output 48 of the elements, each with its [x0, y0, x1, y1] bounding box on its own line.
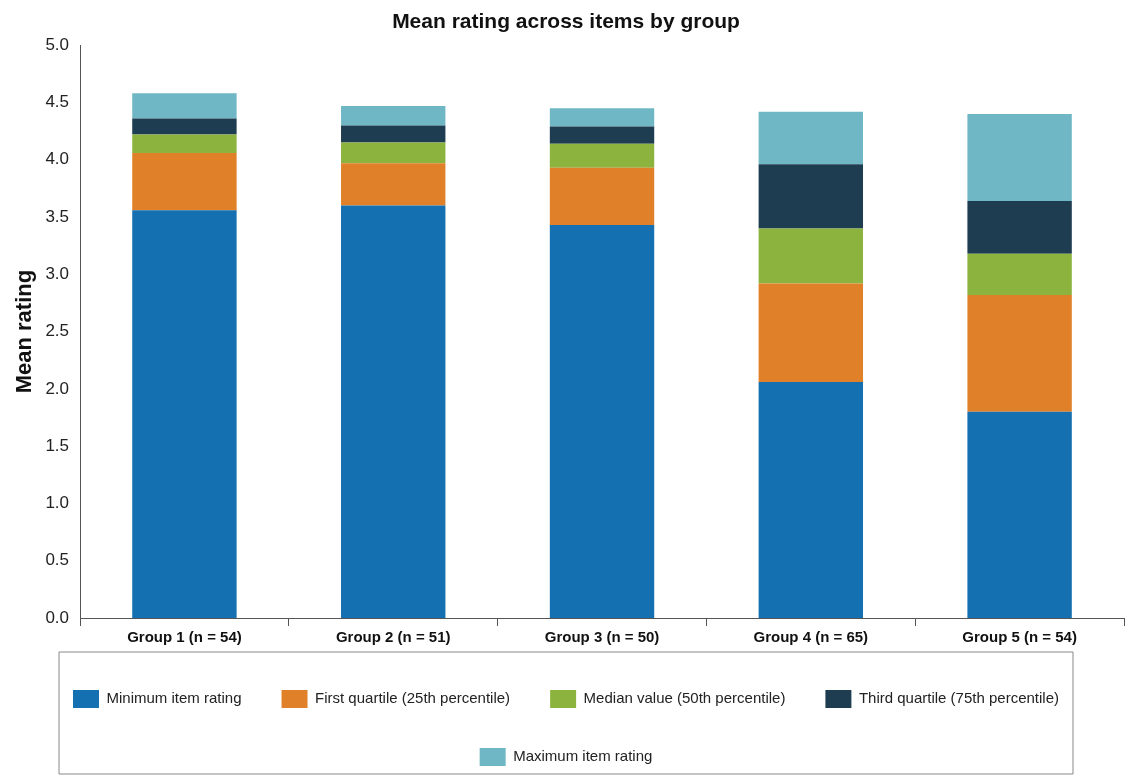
bar — [341, 105, 446, 126]
y-tick-label: 0.0 — [45, 607, 70, 627]
bar — [549, 143, 655, 168]
legend-label: Minimum item rating — [106, 689, 242, 707]
bar — [132, 210, 237, 618]
bar — [967, 113, 1072, 201]
bar — [132, 93, 237, 119]
y-tick-label: 5.0 — [45, 34, 70, 54]
y-tick-label: 2.0 — [45, 378, 70, 398]
y-tick-label: 1.5 — [45, 435, 70, 455]
bar — [758, 382, 864, 618]
bar — [132, 118, 237, 135]
bar — [549, 126, 655, 144]
y-tick-label: 4.5 — [45, 92, 70, 112]
y-tick-label: 2.5 — [45, 321, 70, 341]
legend-label: Third quartile (75th percentile) — [858, 689, 1060, 707]
y-tick-label: 1.0 — [45, 493, 70, 513]
x-tick-label: Group 4 (n = 65) — [753, 628, 869, 646]
x-tick-label: Group 3 (n = 50) — [544, 628, 660, 646]
bar — [132, 152, 237, 211]
bar — [758, 111, 864, 165]
x-tick-label: Group 1 (n = 54) — [127, 628, 242, 646]
chart-title: Mean rating across items by group — [392, 9, 740, 33]
y-tick-label: 4.0 — [45, 149, 70, 169]
bar — [341, 142, 446, 164]
legend-label: Median value (50th percentile) — [583, 689, 786, 707]
x-tick-label: Group 2 (n = 51) — [335, 628, 451, 646]
y-axis-title: Mean rating — [11, 269, 37, 394]
bar — [758, 228, 864, 284]
bar — [758, 164, 864, 229]
bar — [132, 134, 237, 153]
bar — [549, 108, 655, 127]
bar — [341, 163, 446, 206]
bar — [549, 167, 655, 226]
legend-label: First quartile (25th percentile) — [315, 689, 511, 707]
bar — [967, 294, 1072, 412]
legend-label: Maximum item rating — [513, 747, 653, 765]
x-tick-label: Group 5 (n = 54) — [962, 628, 1077, 646]
y-tick-label: 3.0 — [45, 264, 70, 284]
bar — [758, 283, 864, 383]
y-tick-label: 3.5 — [45, 206, 70, 226]
bar — [341, 205, 446, 618]
y-tick-label: 0.5 — [45, 550, 70, 570]
bar — [341, 125, 446, 143]
bar — [967, 201, 1072, 254]
bar — [967, 411, 1072, 618]
bar — [967, 253, 1072, 295]
bar — [549, 225, 655, 618]
